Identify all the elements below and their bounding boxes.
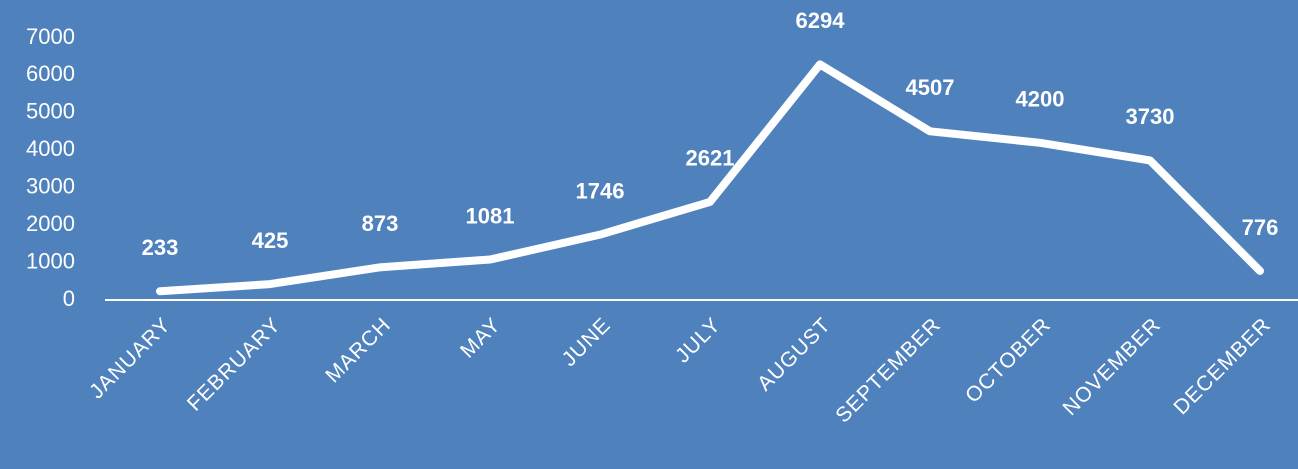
y-tick-label: 6000 <box>26 61 75 86</box>
y-tick-label: 7000 <box>26 24 75 49</box>
data-label: 4507 <box>906 75 955 100</box>
y-tick-label: 4000 <box>26 136 75 161</box>
data-label: 1746 <box>576 178 625 203</box>
data-label: 2621 <box>686 146 735 171</box>
y-tick-label: 5000 <box>26 99 75 124</box>
data-label: 425 <box>252 228 289 253</box>
data-label: 6294 <box>796 8 846 33</box>
y-tick-label: 0 <box>63 286 75 311</box>
y-tick-label: 2000 <box>26 211 75 236</box>
data-label: 1081 <box>466 203 515 228</box>
data-label: 776 <box>1242 215 1279 240</box>
y-tick-label: 3000 <box>26 174 75 199</box>
data-label: 873 <box>362 211 399 236</box>
line-series <box>156 60 1264 296</box>
y-tick-label: 1000 <box>26 248 75 273</box>
data-label: 233 <box>142 235 179 260</box>
data-label: 4200 <box>1016 87 1065 112</box>
data-label: 3730 <box>1126 104 1175 129</box>
